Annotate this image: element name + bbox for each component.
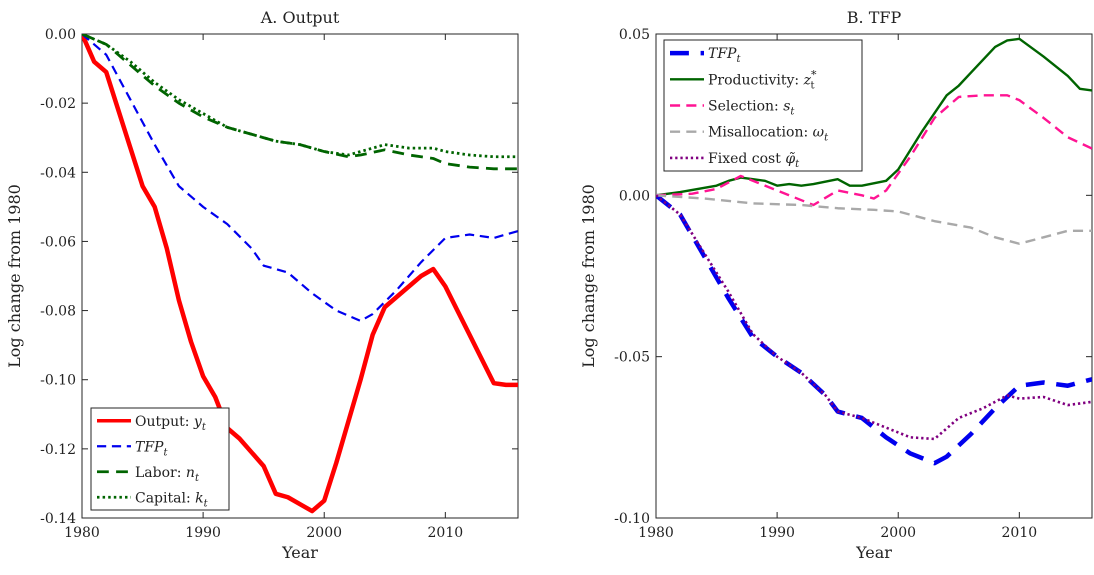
legend-entry: Selection: st: [708, 99, 795, 118]
x-tick-label: 2000: [880, 525, 916, 541]
y-tick-label: -0.10: [614, 511, 650, 527]
legend-entry: TFPt: [135, 439, 168, 458]
y-tick-label: 0.00: [45, 27, 76, 43]
axes-box: [655, 33, 1093, 519]
series-line-0: [82, 34, 518, 514]
x-tick-label: 1990: [185, 525, 221, 541]
series-line-1: [82, 34, 518, 323]
x-tick-label: 2000: [306, 525, 342, 541]
y-axis-label: Log change from 1980: [5, 184, 24, 368]
legend-entry: Fixed cost φ̃t: [708, 151, 800, 170]
x-axis-label: Year: [281, 543, 318, 562]
series-line-3: [656, 194, 1092, 245]
y-tick-label: -0.10: [40, 373, 76, 389]
series-line-2: [656, 94, 1092, 207]
legend-entry: TFPt: [708, 46, 741, 65]
x-tick-label: 1980: [638, 525, 674, 541]
panel-output: 0.00-0.02-0.04-0.06-0.08-0.10-0.12-0.141…: [5, 8, 519, 562]
y-tick-label: -0.12: [40, 442, 76, 458]
x-tick-label: 2010: [1002, 525, 1038, 541]
legend-entry: Capital: kt: [135, 490, 209, 509]
axes-box: [81, 33, 519, 519]
legend: Output: yt TFPt Labor: nt Capital: kt: [90, 407, 230, 511]
y-tick-label: -0.04: [40, 165, 76, 181]
x-tick-label: 1990: [759, 525, 795, 541]
series-group: [82, 34, 518, 514]
x-tick-label: 1980: [64, 525, 100, 541]
x-tick-label: 2010: [428, 525, 464, 541]
y-tick-label: -0.14: [40, 511, 76, 527]
legend-entry: Misallocation: ωt: [708, 125, 829, 144]
y-tick-label: 0.00: [619, 188, 650, 204]
y-axis-label: Log change from 1980: [579, 184, 598, 368]
series-line-0: [656, 193, 1092, 466]
chart-title: A. Output: [260, 8, 340, 27]
series-line-3: [82, 34, 518, 159]
series-line-4: [656, 194, 1092, 441]
series-line-1: [656, 37, 1092, 197]
legend-entry: Labor: nt: [135, 465, 200, 484]
legend-entry: Productivity: z* t: [708, 68, 817, 91]
y-tick-label: -0.08: [40, 304, 76, 320]
legend-box: [663, 39, 863, 172]
y-tick-label: -0.02: [40, 96, 76, 112]
y-tick-label: -0.06: [40, 234, 76, 250]
series-group: [656, 37, 1092, 466]
y-tick-label: -0.05: [614, 350, 650, 366]
chart-title: B. TFP: [847, 8, 902, 27]
legend: TFPt Productivity: z* t Selection: st Misall…: [663, 39, 863, 172]
legend-entry: Output: yt: [135, 414, 207, 433]
legend-box: [90, 407, 230, 511]
y-tick-label: 0.05: [619, 27, 650, 43]
series-line-2: [82, 34, 518, 171]
x-axis-label: Year: [855, 543, 892, 562]
